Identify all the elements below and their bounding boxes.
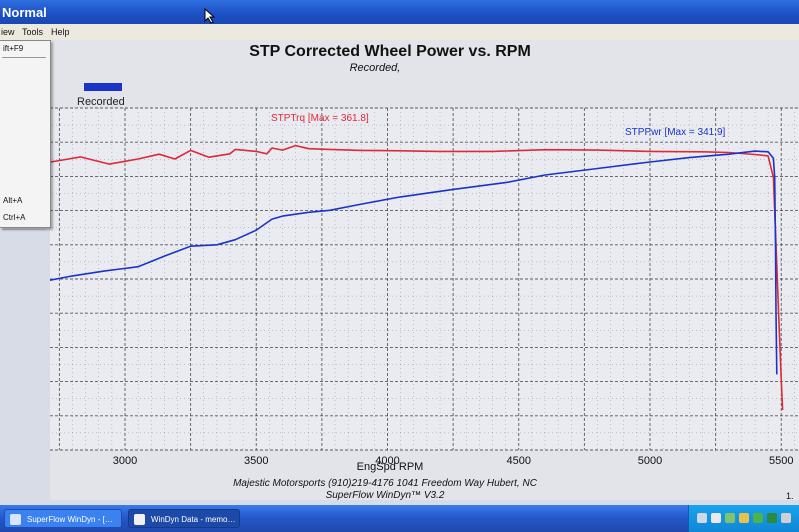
x-tick-label: 5000 [638,455,662,467]
taskbar-item-windyn-label: SuperFlow WinDyn - [… [27,515,113,524]
tray-misc-icon[interactable] [781,513,791,523]
grid [0,107,799,451]
footer-line-1: Majestic Motorsports (910)219-4176 1041 … [233,478,538,489]
x-tick-label: 3500 [244,455,268,467]
x-tick-labels: 3000 3500 4000 4500 5000 5500 [113,455,794,467]
chart-subtitle: Recorded, [350,62,401,74]
window-title-bar: Normal [0,0,799,24]
tray-volume-icon[interactable] [711,513,721,523]
tray-network-icon[interactable] [697,513,707,523]
taskbar-item-windyn[interactable]: SuperFlow WinDyn - [… [4,509,122,528]
notepad-icon [134,514,145,525]
menu-tools[interactable]: Tools [22,27,44,37]
dropdown-separator [2,57,46,58]
tray-app-icon[interactable] [767,513,777,523]
x-tick-label: 4500 [507,455,531,467]
legend-swatch [84,83,122,91]
series-line-stppwr [0,150,778,375]
footer-corner: 1. [786,491,794,500]
taskbar: SuperFlow WinDyn - [… WinDyn Data - memo… [0,505,799,532]
window-title: Normal [2,5,47,20]
footer-line-2: SuperFlow WinDyn™ V3.2 [326,490,445,500]
menu-bar: iew Tools Help [0,24,799,40]
series-annotation-stppwr: STPPwr [Max = 341.9] [625,127,726,138]
dropdown-shortcut-1[interactable]: ift+F9 [3,44,24,53]
series-annotation-stptrq: STPTrq [Max = 361.8] [271,113,369,124]
tray-security-icon[interactable] [725,513,735,523]
mouse-cursor-icon [204,8,216,24]
tray-status-icon[interactable] [753,513,763,523]
chart-title: STP Corrected Wheel Power vs. RPM [249,43,531,60]
series-layer [0,144,784,411]
tray-update-icon[interactable] [739,513,749,523]
dropdown-shortcut-3[interactable]: Ctrl+A [3,213,26,222]
app-window-icon [10,514,21,525]
chart-area: 3000 3500 4000 4500 5000 5500 STP Corrected W… [0,40,799,501]
x-tick-label: 5500 [769,455,793,467]
system-tray [688,505,799,532]
x-tick-label: 3000 [113,455,137,467]
dropdown-shortcut-2[interactable]: Alt+A [3,196,23,205]
x-axis-label: EngSpd RPM [357,461,424,473]
taskbar-item-windyn-data[interactable]: WinDyn Data - memo… [128,509,240,528]
menu-help[interactable]: Help [51,27,70,37]
dropdown-separator [2,229,46,230]
view-menu-dropdown: ift+F9 Alt+A Ctrl+A [0,40,51,230]
menu-view[interactable]: iew [1,27,15,37]
chart-svg: 3000 3500 4000 4500 5000 5500 STP Corrected W… [0,40,799,501]
taskbar-item-windyn-data-label: WinDyn Data - memo… [151,515,236,524]
legend-label: Recorded [77,96,125,108]
series-line-stptrq [0,144,784,411]
x-tick-label: 4000 [375,455,399,467]
